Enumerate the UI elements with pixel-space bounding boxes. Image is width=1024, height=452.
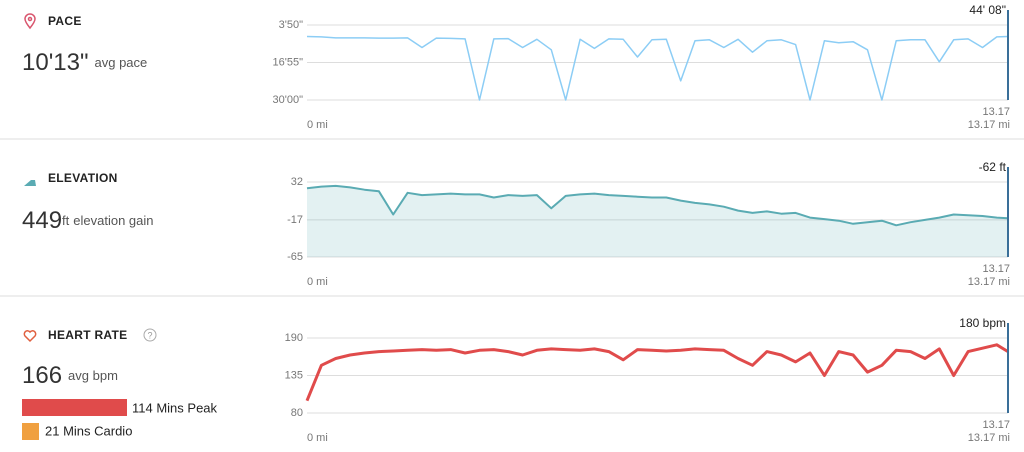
cursor-value: 180 bpm: [959, 316, 1006, 330]
x-tick-label: 13.17 mi: [968, 119, 1010, 131]
summary-unit: avg bpm: [68, 368, 118, 383]
summary-value: 449: [22, 207, 62, 234]
summary-unit: avg pace: [95, 55, 148, 70]
panel-title: PACE: [48, 14, 82, 28]
summary: 10'13" avg pace: [22, 49, 147, 76]
y-tick-label: 32: [291, 176, 303, 188]
help-icon[interactable]: [143, 328, 157, 342]
line: [306, 35, 1009, 101]
y-tick-label: 30'00": [273, 94, 304, 106]
summary-value-unit: ft: [62, 213, 70, 228]
y-tick-label: 135: [285, 369, 303, 381]
x-tick-label: 13.17 mi: [968, 432, 1010, 444]
cursor-value: 44' 08": [969, 3, 1006, 17]
cursor-x-label: 13.17: [982, 106, 1010, 118]
pace-icon: [24, 13, 36, 30]
y-tick-label: 190: [285, 332, 303, 344]
summary-value: 166: [22, 362, 62, 389]
x-tick-label: 13.17 mi: [968, 276, 1010, 288]
cursor-x-label: 13.17: [982, 419, 1010, 431]
y-tick-label: 3'50": [279, 19, 303, 31]
help-text[interactable]: ?: [147, 330, 152, 340]
area: [307, 185, 1008, 257]
panel-title: ELEVATION: [48, 171, 118, 185]
y-tick-label: 16'55": [273, 56, 304, 68]
x-tick-label: 0 mi: [307, 119, 328, 131]
cursor-value: -62 ft: [979, 160, 1007, 174]
zone-label: 114 Mins Peak: [132, 400, 218, 415]
heart-icon: [23, 330, 37, 343]
summary-unit: elevation gain: [73, 213, 153, 228]
elevation-icon: [24, 180, 36, 186]
y-tick-label: -17: [287, 214, 303, 226]
zone-label: 21 Mins Cardio: [45, 423, 132, 438]
summary: 166 avg bpm: [22, 362, 118, 389]
line: [306, 184, 1009, 227]
line: [305, 343, 1009, 402]
zone-swatch: [22, 399, 127, 416]
panel-title: HEART RATE: [48, 328, 127, 342]
cursor-x-label: 13.17: [982, 263, 1010, 275]
zone-swatch: [22, 423, 39, 440]
x-tick-label: 0 mi: [307, 276, 328, 288]
y-tick-label: 80: [291, 407, 303, 419]
y-tick-label: -65: [287, 251, 303, 263]
summary-value: 10'13": [22, 49, 89, 76]
x-tick-label: 0 mi: [307, 432, 328, 444]
summary: 449ft elevation gain: [22, 207, 154, 234]
